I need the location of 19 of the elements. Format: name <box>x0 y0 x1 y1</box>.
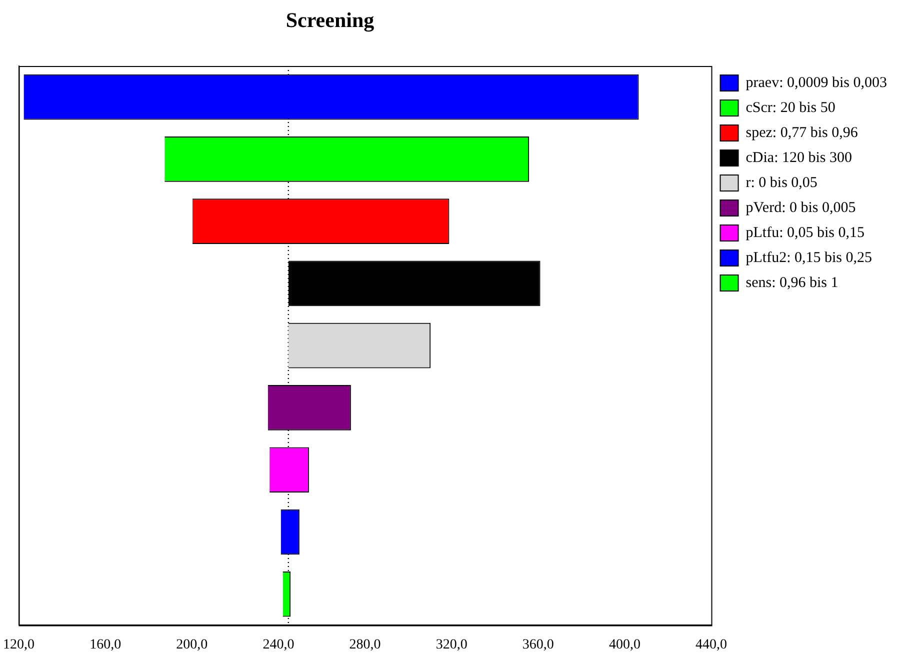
x-tick-label: 200,0 <box>176 637 208 652</box>
legend-label: pVerd: 0 bis 0,005 <box>746 200 856 216</box>
legend-label: pLtfu: 0,05 bis 0,15 <box>746 224 865 241</box>
chart-title: Screening <box>284 8 376 33</box>
x-tick-label: 360,0 <box>522 637 554 652</box>
legend-label: r: 0 bis 0,05 <box>746 174 818 191</box>
x-tick-label: 320,0 <box>436 637 468 652</box>
legend-label: cDia: 120 bis 300 <box>746 150 852 166</box>
legend-label: cScr: 20 bis 50 <box>746 100 836 116</box>
x-tick-label: 240,0 <box>262 637 294 652</box>
legend-label: pLtfu2: 0,15 bis 0,25 <box>746 250 872 266</box>
legend-label: sens: 0,96 bis 1 <box>746 274 838 291</box>
x-tick-label: 280,0 <box>349 637 381 652</box>
x-tick-label: 440,0 <box>696 637 728 652</box>
x-tick-label: 120,0 <box>3 637 34 652</box>
legend-label: praev: 0,0009 bis 0,003 <box>746 74 887 91</box>
x-tick-label: 160,0 <box>90 637 122 652</box>
x-tick-label: 400,0 <box>608 637 640 652</box>
legend-label: spez: 0,77 bis 0,96 <box>746 124 858 141</box>
